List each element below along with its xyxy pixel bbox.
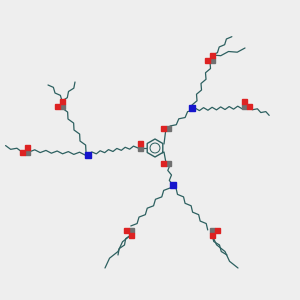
Bar: [242, 103, 247, 109]
Bar: [209, 227, 214, 232]
Bar: [128, 227, 134, 232]
Bar: [25, 145, 29, 149]
Bar: [137, 140, 142, 146]
Bar: [247, 103, 251, 109]
Bar: [128, 232, 134, 238]
Bar: [214, 227, 220, 232]
Bar: [189, 105, 195, 111]
Bar: [25, 149, 29, 154]
Bar: [85, 152, 91, 158]
Bar: [205, 58, 209, 62]
Bar: [160, 125, 166, 130]
Bar: [20, 149, 25, 154]
Bar: [59, 98, 64, 104]
Bar: [170, 182, 176, 188]
Bar: [137, 146, 142, 151]
Bar: [209, 232, 214, 238]
Bar: [242, 98, 247, 104]
Bar: [160, 160, 166, 166]
Bar: [209, 58, 214, 62]
Bar: [166, 160, 170, 166]
Bar: [124, 227, 128, 232]
Bar: [59, 103, 64, 109]
Bar: [209, 52, 214, 58]
Bar: [55, 103, 59, 109]
Bar: [166, 125, 170, 130]
